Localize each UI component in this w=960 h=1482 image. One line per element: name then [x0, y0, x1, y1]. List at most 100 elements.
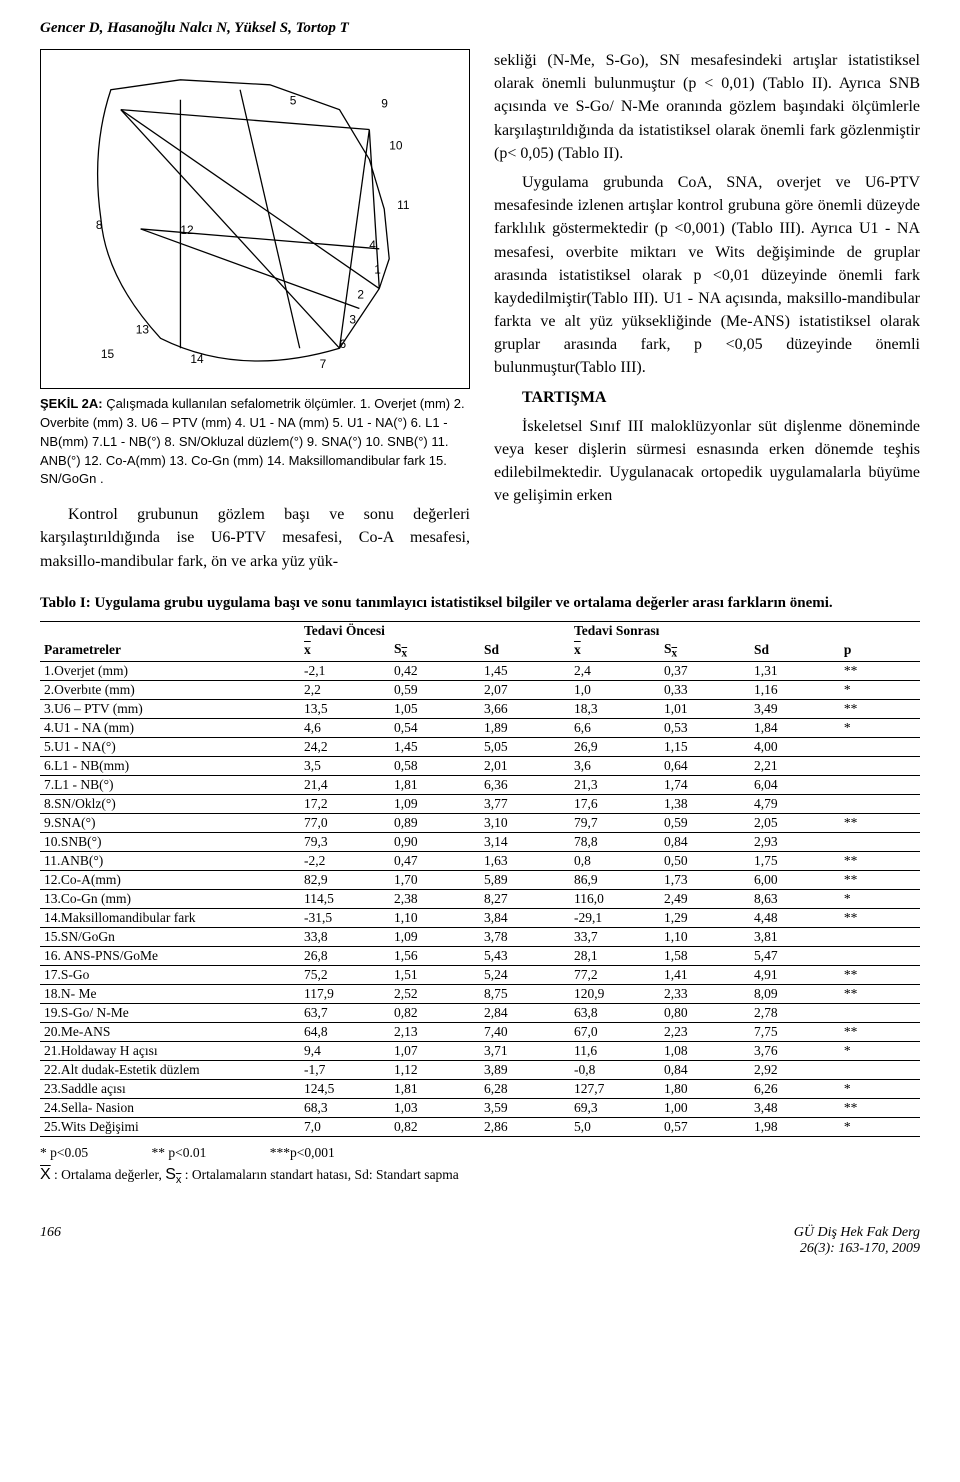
value-cell: 1,00 [660, 1098, 750, 1117]
value-cell: 5,05 [480, 737, 570, 756]
param-cell: 4.U1 - NA (mm) [40, 718, 300, 737]
svg-text:8: 8 [96, 218, 103, 232]
col-header-param: Parametreler [40, 640, 300, 661]
value-cell: 0,54 [390, 718, 480, 737]
value-cell: 1,12 [390, 1060, 480, 1079]
value-cell: 0,90 [390, 832, 480, 851]
tartisma-paragraph: İskeletsel Sınıf III maloklüzyonlar süt … [494, 415, 920, 508]
value-cell [840, 1003, 920, 1022]
value-cell: 2,78 [750, 1003, 840, 1022]
table-row: 14.Maksillomandibular fark-31,51,103,84-… [40, 908, 920, 927]
value-cell: 2,52 [390, 984, 480, 1003]
value-cell: 2,2 [300, 680, 390, 699]
value-cell: 3,81 [750, 927, 840, 946]
value-cell: ** [840, 984, 920, 1003]
value-cell: 1,89 [480, 718, 570, 737]
value-cell: -29,1 [570, 908, 660, 927]
value-cell: 2,84 [480, 1003, 570, 1022]
value-cell: 5,89 [480, 870, 570, 889]
value-cell: * [840, 1117, 920, 1136]
value-cell: 1,81 [390, 775, 480, 794]
value-cell: ** [840, 661, 920, 680]
journal-issue: 26(3): 163-170, 2009 [794, 1241, 920, 1257]
value-cell: 7,75 [750, 1022, 840, 1041]
svg-text:4: 4 [369, 238, 376, 252]
value-cell: * [840, 1041, 920, 1060]
svg-text:12: 12 [180, 223, 194, 237]
value-cell: 79,3 [300, 832, 390, 851]
value-cell: 68,3 [300, 1098, 390, 1117]
value-cell: 75,2 [300, 965, 390, 984]
table-row: 22.Alt dudak-Estetik düzlem-1,71,123,89-… [40, 1060, 920, 1079]
legend-text-1: : Ortalama değerler, [54, 1167, 165, 1182]
value-cell [840, 775, 920, 794]
value-cell: 8,27 [480, 889, 570, 908]
value-cell: 3,78 [480, 927, 570, 946]
value-cell: 0,89 [390, 813, 480, 832]
value-cell [840, 927, 920, 946]
value-cell: 1,09 [390, 794, 480, 813]
value-cell: 26,9 [570, 737, 660, 756]
value-cell: 1,41 [660, 965, 750, 984]
value-cell: 18,3 [570, 699, 660, 718]
value-cell: 2,93 [750, 832, 840, 851]
value-cell: 2,86 [480, 1117, 570, 1136]
value-cell: * [840, 889, 920, 908]
value-cell: 1,74 [660, 775, 750, 794]
value-cell: 8,75 [480, 984, 570, 1003]
value-cell: 6,36 [480, 775, 570, 794]
value-cell: 3,76 [750, 1041, 840, 1060]
value-cell: 33,8 [300, 927, 390, 946]
value-cell: 0,64 [660, 756, 750, 775]
value-cell: ** [840, 1022, 920, 1041]
table-row: 20.Me-ANS64,82,137,4067,02,237,75** [40, 1022, 920, 1041]
value-cell: 9,4 [300, 1041, 390, 1060]
value-cell [840, 946, 920, 965]
value-cell: 1,15 [660, 737, 750, 756]
svg-text:14: 14 [190, 352, 204, 366]
svg-text:10: 10 [389, 138, 403, 152]
value-cell: ** [840, 851, 920, 870]
param-cell: 22.Alt dudak-Estetik düzlem [40, 1060, 300, 1079]
param-cell: 5.U1 - NA(°) [40, 737, 300, 756]
value-cell: 0,84 [660, 1060, 750, 1079]
svg-text:1: 1 [374, 263, 381, 277]
value-cell: 1,10 [660, 927, 750, 946]
value-cell: 1,38 [660, 794, 750, 813]
value-cell: 17,6 [570, 794, 660, 813]
value-cell: 64,8 [300, 1022, 390, 1041]
table-row: 16. ANS-PNS/GoMe26,81,565,4328,11,585,47 [40, 946, 920, 965]
value-cell: 0,82 [390, 1003, 480, 1022]
value-cell: 1,98 [750, 1117, 840, 1136]
value-cell: 1,63 [480, 851, 570, 870]
value-cell: -1,7 [300, 1060, 390, 1079]
table-row: 18.N- Me117,92,528,75120,92,338,09** [40, 984, 920, 1003]
legend-sx: Sx [165, 1166, 181, 1183]
value-cell: -2,2 [300, 851, 390, 870]
statistics-table: Tedavi Öncesi Tedavi Sonrası Parametrele… [40, 621, 920, 1137]
value-cell: 6,6 [570, 718, 660, 737]
value-cell: 69,3 [570, 1098, 660, 1117]
value-cell: 0,59 [660, 813, 750, 832]
value-cell: 1,0 [570, 680, 660, 699]
value-cell: 127,7 [570, 1079, 660, 1098]
value-cell: 2,13 [390, 1022, 480, 1041]
value-cell: 63,7 [300, 1003, 390, 1022]
tartisma-heading: TARTIŞMA [522, 389, 606, 406]
param-cell: 16. ANS-PNS/GoMe [40, 946, 300, 965]
value-cell: 117,9 [300, 984, 390, 1003]
table-footnotes: * p<0.05 ** p<0.01 ***p<0,001 X : Ortala… [40, 1143, 920, 1189]
value-cell: ** [840, 699, 920, 718]
value-cell: 77,2 [570, 965, 660, 984]
value-cell: 0,84 [660, 832, 750, 851]
value-cell: 0,80 [660, 1003, 750, 1022]
value-cell: 1,03 [390, 1098, 480, 1117]
value-cell: 1,07 [390, 1041, 480, 1060]
svg-text:5: 5 [290, 94, 297, 108]
param-cell: 25.Wits Değişimi [40, 1117, 300, 1136]
param-cell: 15.SN/GoGn [40, 927, 300, 946]
value-cell: 1,05 [390, 699, 480, 718]
value-cell: 4,00 [750, 737, 840, 756]
param-cell: 10.SNB(°) [40, 832, 300, 851]
table-row: 4.U1 - NA (mm)4,60,541,896,60,531,84* [40, 718, 920, 737]
